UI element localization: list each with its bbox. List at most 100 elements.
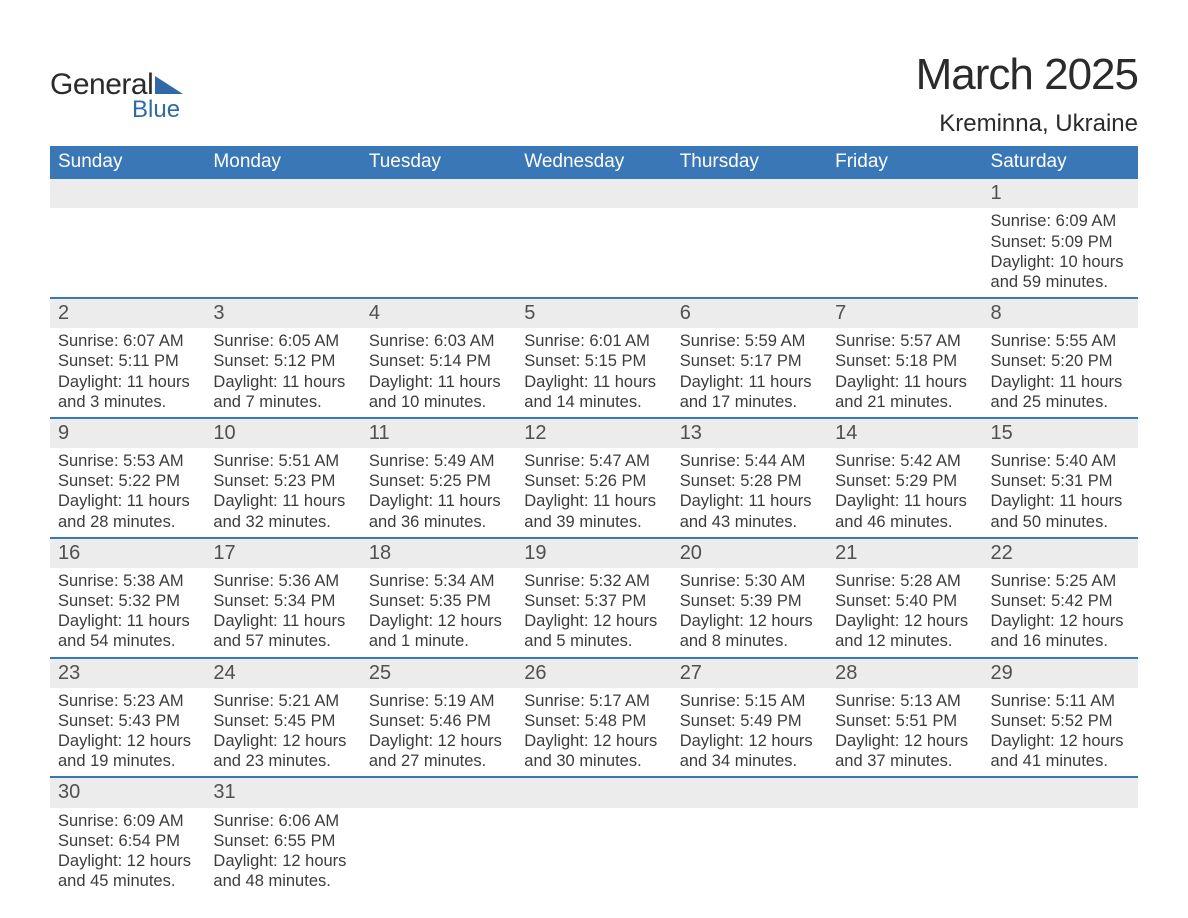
sunset-line: Sunset: 5:18 PM [835,351,974,371]
day-number: 19 [516,539,671,568]
empty-day-cell [672,179,827,298]
daylight-line: Daylight: 12 hours [991,611,1130,631]
day-number: 27 [672,659,827,688]
empty-day-cell [827,179,982,298]
day-number: 3 [205,299,360,328]
daylight-line: and 45 minutes. [58,871,197,891]
daylight-line: Daylight: 12 hours [680,611,819,631]
day-body [827,808,982,884]
daylight-line: Daylight: 12 hours [58,731,197,751]
day-number: 11 [361,419,516,448]
empty-day-cell [50,179,205,298]
daylight-line: and 50 minutes. [991,512,1130,532]
empty-day-cell [983,777,1138,896]
sunrise-line: Sunrise: 5:38 AM [58,571,197,591]
day-body: Sunrise: 5:11 AMSunset: 5:52 PMDaylight:… [983,688,1138,777]
sunrise-line: Sunrise: 6:09 AM [991,211,1130,231]
day-number: 31 [205,778,360,807]
sunrise-line: Sunrise: 5:47 AM [524,451,663,471]
sunset-line: Sunset: 5:42 PM [991,591,1130,611]
sunrise-line: Sunrise: 5:40 AM [991,451,1130,471]
empty-day-cell [205,179,360,298]
location: Kreminna, Ukraine [916,110,1138,138]
day-number [827,778,982,807]
daylight-line: and 41 minutes. [991,751,1130,771]
daylight-line: and 57 minutes. [213,631,352,651]
week-row: 23Sunrise: 5:23 AMSunset: 5:43 PMDayligh… [50,658,1138,778]
sunrise-line: Sunrise: 5:36 AM [213,571,352,591]
daylight-line: Daylight: 12 hours [835,731,974,751]
day-number: 2 [50,299,205,328]
daylight-line: Daylight: 12 hours [524,731,663,751]
day-body: Sunrise: 5:13 AMSunset: 5:51 PMDaylight:… [827,688,982,777]
day-body: Sunrise: 5:47 AMSunset: 5:26 PMDaylight:… [516,448,671,537]
day-cell: 19Sunrise: 5:32 AMSunset: 5:37 PMDayligh… [516,538,671,658]
sunrise-line: Sunrise: 6:07 AM [58,331,197,351]
day-cell: 26Sunrise: 5:17 AMSunset: 5:48 PMDayligh… [516,658,671,778]
sunrise-line: Sunrise: 5:34 AM [369,571,508,591]
day-cell: 25Sunrise: 5:19 AMSunset: 5:46 PMDayligh… [361,658,516,778]
title-block: March 2025 Kreminna, Ukraine [916,50,1138,138]
day-cell: 18Sunrise: 5:34 AMSunset: 5:35 PMDayligh… [361,538,516,658]
sunset-line: Sunset: 5:51 PM [835,711,974,731]
day-cell: 28Sunrise: 5:13 AMSunset: 5:51 PMDayligh… [827,658,982,778]
sunrise-line: Sunrise: 6:01 AM [524,331,663,351]
daylight-line: and 27 minutes. [369,751,508,771]
sunrise-line: Sunrise: 5:55 AM [991,331,1130,351]
day-number [827,179,982,208]
week-row: 9Sunrise: 5:53 AMSunset: 5:22 PMDaylight… [50,418,1138,538]
day-number: 15 [983,419,1138,448]
day-number: 22 [983,539,1138,568]
day-number: 24 [205,659,360,688]
daylight-line: Daylight: 10 hours [991,252,1130,272]
sunrise-line: Sunrise: 5:57 AM [835,331,974,351]
sunset-line: Sunset: 5:20 PM [991,351,1130,371]
daylight-line: and 46 minutes. [835,512,974,532]
day-body: Sunrise: 5:30 AMSunset: 5:39 PMDaylight:… [672,568,827,657]
sunrise-line: Sunrise: 5:13 AM [835,691,974,711]
sunset-line: Sunset: 5:39 PM [680,591,819,611]
sunrise-line: Sunrise: 5:19 AM [369,691,508,711]
sunset-line: Sunset: 5:29 PM [835,471,974,491]
day-body [205,208,360,284]
sunset-line: Sunset: 5:35 PM [369,591,508,611]
sunset-line: Sunset: 5:31 PM [991,471,1130,491]
day-cell: 8Sunrise: 5:55 AMSunset: 5:20 PMDaylight… [983,298,1138,418]
daylight-line: Daylight: 11 hours [369,372,508,392]
day-body: Sunrise: 5:40 AMSunset: 5:31 PMDaylight:… [983,448,1138,537]
day-number: 5 [516,299,671,328]
sunset-line: Sunset: 5:12 PM [213,351,352,371]
daylight-line: and 34 minutes. [680,751,819,771]
day-body [361,808,516,884]
day-number: 28 [827,659,982,688]
daylight-line: Daylight: 12 hours [524,611,663,631]
day-number [672,778,827,807]
day-body: Sunrise: 5:51 AMSunset: 5:23 PMDaylight:… [205,448,360,537]
daylight-line: Daylight: 11 hours [680,491,819,511]
day-cell: 9Sunrise: 5:53 AMSunset: 5:22 PMDaylight… [50,418,205,538]
day-cell: 27Sunrise: 5:15 AMSunset: 5:49 PMDayligh… [672,658,827,778]
sunset-line: Sunset: 5:45 PM [213,711,352,731]
day-cell: 11Sunrise: 5:49 AMSunset: 5:25 PMDayligh… [361,418,516,538]
day-number: 21 [827,539,982,568]
daylight-line: Daylight: 11 hours [991,491,1130,511]
day-number: 25 [361,659,516,688]
daylight-line: Daylight: 11 hours [369,491,508,511]
sunrise-line: Sunrise: 5:32 AM [524,571,663,591]
sunset-line: Sunset: 5:43 PM [58,711,197,731]
sunset-line: Sunset: 5:49 PM [680,711,819,731]
day-number [205,179,360,208]
daylight-line: and 7 minutes. [213,392,352,412]
day-number: 7 [827,299,982,328]
daylight-line: and 30 minutes. [524,751,663,771]
daylight-line: and 54 minutes. [58,631,197,651]
sunrise-line: Sunrise: 6:06 AM [213,811,352,831]
sunset-line: Sunset: 5:14 PM [369,351,508,371]
day-number [983,778,1138,807]
sunset-line: Sunset: 5:52 PM [991,711,1130,731]
week-row: 30Sunrise: 6:09 AMSunset: 6:54 PMDayligh… [50,777,1138,896]
daylight-line: Daylight: 12 hours [680,731,819,751]
daylight-line: and 39 minutes. [524,512,663,532]
day-cell: 23Sunrise: 5:23 AMSunset: 5:43 PMDayligh… [50,658,205,778]
day-number: 8 [983,299,1138,328]
